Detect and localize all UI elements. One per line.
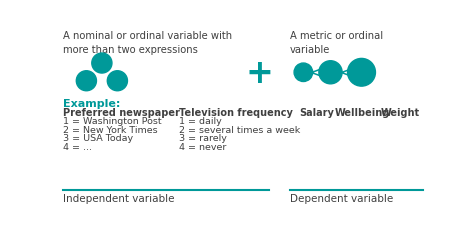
Text: A metric or ordinal
variable: A metric or ordinal variable	[290, 31, 383, 54]
Text: Independent variable: Independent variable	[63, 193, 174, 203]
Text: 2 = New York Times: 2 = New York Times	[63, 125, 158, 134]
Text: +: +	[245, 57, 273, 89]
Text: 4 = never: 4 = never	[179, 142, 227, 151]
Text: Weight: Weight	[381, 107, 420, 117]
Text: Preferred newspaper: Preferred newspaper	[63, 107, 180, 117]
Text: 3 = rarely: 3 = rarely	[179, 134, 227, 143]
Text: <: <	[339, 66, 351, 80]
Text: Dependent variable: Dependent variable	[290, 193, 393, 203]
Text: 1 = Washington Post: 1 = Washington Post	[63, 117, 162, 126]
Text: A nominal or ordinal variable with
more than two expressions: A nominal or ordinal variable with more …	[63, 31, 232, 54]
Text: Television frequency: Television frequency	[179, 107, 293, 117]
Circle shape	[294, 64, 313, 82]
Circle shape	[92, 54, 112, 74]
Circle shape	[76, 71, 96, 91]
Text: <: <	[310, 66, 321, 80]
Circle shape	[347, 59, 375, 87]
Text: 4 = ...: 4 = ...	[63, 142, 92, 151]
Circle shape	[319, 61, 342, 85]
Text: 3 = USA Today: 3 = USA Today	[63, 134, 133, 143]
Text: Example:: Example:	[63, 98, 120, 108]
Text: Wellbeing: Wellbeing	[334, 107, 390, 117]
Text: 1 = daily: 1 = daily	[179, 117, 222, 126]
Circle shape	[107, 71, 128, 91]
Text: 2 = several times a week: 2 = several times a week	[179, 125, 301, 134]
Text: Salary: Salary	[300, 107, 334, 117]
